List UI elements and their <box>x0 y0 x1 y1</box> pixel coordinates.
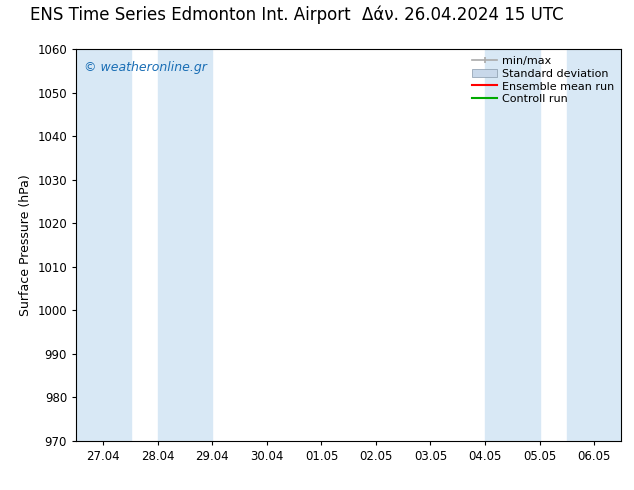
Bar <box>567 49 621 441</box>
Bar <box>76 49 131 441</box>
Text: Δάν. 26.04.2024 15 UTC: Δάν. 26.04.2024 15 UTC <box>362 6 564 25</box>
Bar <box>158 49 212 441</box>
Y-axis label: Surface Pressure (hPa): Surface Pressure (hPa) <box>19 174 32 316</box>
Text: ENS Time Series Edmonton Int. Airport: ENS Time Series Edmonton Int. Airport <box>30 6 351 25</box>
Legend: min/max, Standard deviation, Ensemble mean run, Controll run: min/max, Standard deviation, Ensemble me… <box>469 52 618 108</box>
Text: © weatheronline.gr: © weatheronline.gr <box>84 61 207 74</box>
Bar <box>485 49 540 441</box>
